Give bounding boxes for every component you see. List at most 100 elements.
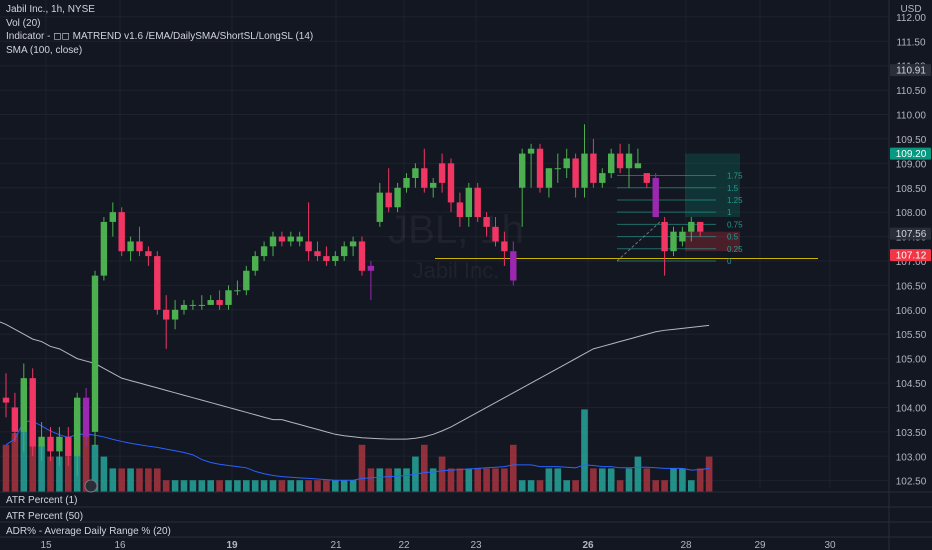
volume-bar xyxy=(118,468,125,492)
candle-body xyxy=(154,256,161,310)
candle-body xyxy=(109,212,116,222)
event-marker-icon[interactable] xyxy=(84,479,98,493)
candle-body xyxy=(127,241,134,252)
volume-bar xyxy=(154,468,161,492)
y-tick-label: 109.00 xyxy=(896,159,927,170)
fib-label: 0.25 xyxy=(727,245,743,254)
candle-body xyxy=(670,231,677,252)
volume-bar xyxy=(590,468,597,492)
candle-body xyxy=(118,212,125,252)
volume-bar xyxy=(403,468,410,492)
candle-body xyxy=(341,246,348,257)
volume-bar xyxy=(652,480,659,492)
volume-bar xyxy=(82,433,90,492)
volume-bar xyxy=(216,480,223,492)
y-tick-label: 104.50 xyxy=(896,379,927,390)
volume-bar xyxy=(625,468,633,492)
legend-title[interactable]: Jabil Inc., 1h, NYSE xyxy=(6,4,95,15)
candle-body xyxy=(608,153,615,174)
y-tick-label: 103.00 xyxy=(896,452,927,463)
volume-bar xyxy=(679,468,686,492)
fib-label: 0 xyxy=(727,257,732,266)
legend-vol[interactable]: Vol (20) xyxy=(6,17,41,29)
y-tick-label: 108.00 xyxy=(896,208,927,219)
volume-bar xyxy=(38,444,45,492)
candle-body xyxy=(2,397,10,403)
volume-bar xyxy=(65,456,72,492)
candle-body xyxy=(65,436,72,457)
volume-bar xyxy=(492,468,499,492)
y-tick-label: 111.50 xyxy=(896,37,926,48)
candles xyxy=(2,124,704,476)
candle-body xyxy=(661,221,668,252)
candle-body xyxy=(287,236,294,242)
volume-bar xyxy=(234,480,241,492)
volume-bar xyxy=(518,480,526,492)
volume-bar xyxy=(198,480,206,492)
y-tick-label: 106.00 xyxy=(896,306,927,317)
panel-atr-50[interactable]: ATR Percent (50) xyxy=(6,511,84,522)
candle-body xyxy=(430,182,437,188)
candle-body xyxy=(652,177,659,218)
y-tick-label: 110.50 xyxy=(896,86,926,97)
candle-body xyxy=(412,168,419,178)
volume-bar xyxy=(332,480,339,492)
volume-bar xyxy=(447,468,455,492)
candle-body xyxy=(536,148,544,188)
panel-adr[interactable]: ADR% - Average Daily Range % (20) xyxy=(6,526,171,537)
x-tick-label: 29 xyxy=(754,540,766,550)
y-tick-label: 105.50 xyxy=(896,330,927,341)
y-tick-label: 110.00 xyxy=(896,111,926,122)
fib-label: 1.25 xyxy=(727,196,743,205)
candle-body xyxy=(260,246,268,257)
volume-bar xyxy=(607,468,615,492)
time-axis[interactable]: 15 16 19 21 22 23 26 28 29 30 xyxy=(40,540,836,550)
volume-bar xyxy=(180,480,188,492)
candle-body xyxy=(403,177,410,188)
volume-bar xyxy=(465,468,473,492)
candle-body xyxy=(145,251,152,257)
candle-body xyxy=(563,158,570,169)
volume-bar xyxy=(705,456,713,492)
volume-bar xyxy=(314,480,321,492)
volume-bar xyxy=(670,468,677,492)
candle-body xyxy=(314,251,321,257)
price-badge-text: 109.20 xyxy=(896,149,927,160)
panel-atr-1[interactable]: ATR Percent (1) xyxy=(6,495,78,506)
candle-body xyxy=(91,275,99,432)
candle-body xyxy=(599,173,606,183)
volume-bar xyxy=(47,456,54,492)
candle-body xyxy=(438,163,446,183)
volume-bar xyxy=(536,480,544,492)
volume-bar xyxy=(251,480,259,492)
sma-polyline xyxy=(0,321,710,440)
candle-body xyxy=(519,153,526,188)
volume-bar xyxy=(127,468,134,492)
volume-bar xyxy=(421,444,428,492)
candle-body xyxy=(296,236,303,242)
volume-bar xyxy=(510,444,517,492)
candle-body xyxy=(269,236,277,247)
candle-body xyxy=(47,436,54,452)
price-badge-bg xyxy=(890,147,931,160)
fib-levels: 1.75 1.5 1.25 1 0.75 0.5 0.25 0 xyxy=(616,172,743,266)
volume-bar xyxy=(340,480,348,492)
volume-bar xyxy=(243,480,250,492)
volume-bar xyxy=(688,480,695,492)
candle-body xyxy=(136,241,143,252)
candle-body xyxy=(38,436,45,447)
x-tick-label: 16 xyxy=(114,540,126,550)
volume-bar xyxy=(616,480,624,492)
candle-body xyxy=(225,290,232,305)
legend-sma[interactable]: SMA (100, close) xyxy=(6,44,83,56)
candle-body xyxy=(625,153,633,169)
volume-bar xyxy=(563,480,570,492)
volume-bar xyxy=(394,468,401,492)
candle-body xyxy=(323,256,330,261)
legend-indicator[interactable]: Indicator - ◻◻ MATREND v1.6 /EMA/DailySM… xyxy=(6,31,314,42)
y-tick-label: 112.00 xyxy=(896,13,926,24)
volume-bar xyxy=(474,468,481,492)
fib-label: 1.75 xyxy=(727,172,743,181)
candle-body xyxy=(376,192,383,222)
